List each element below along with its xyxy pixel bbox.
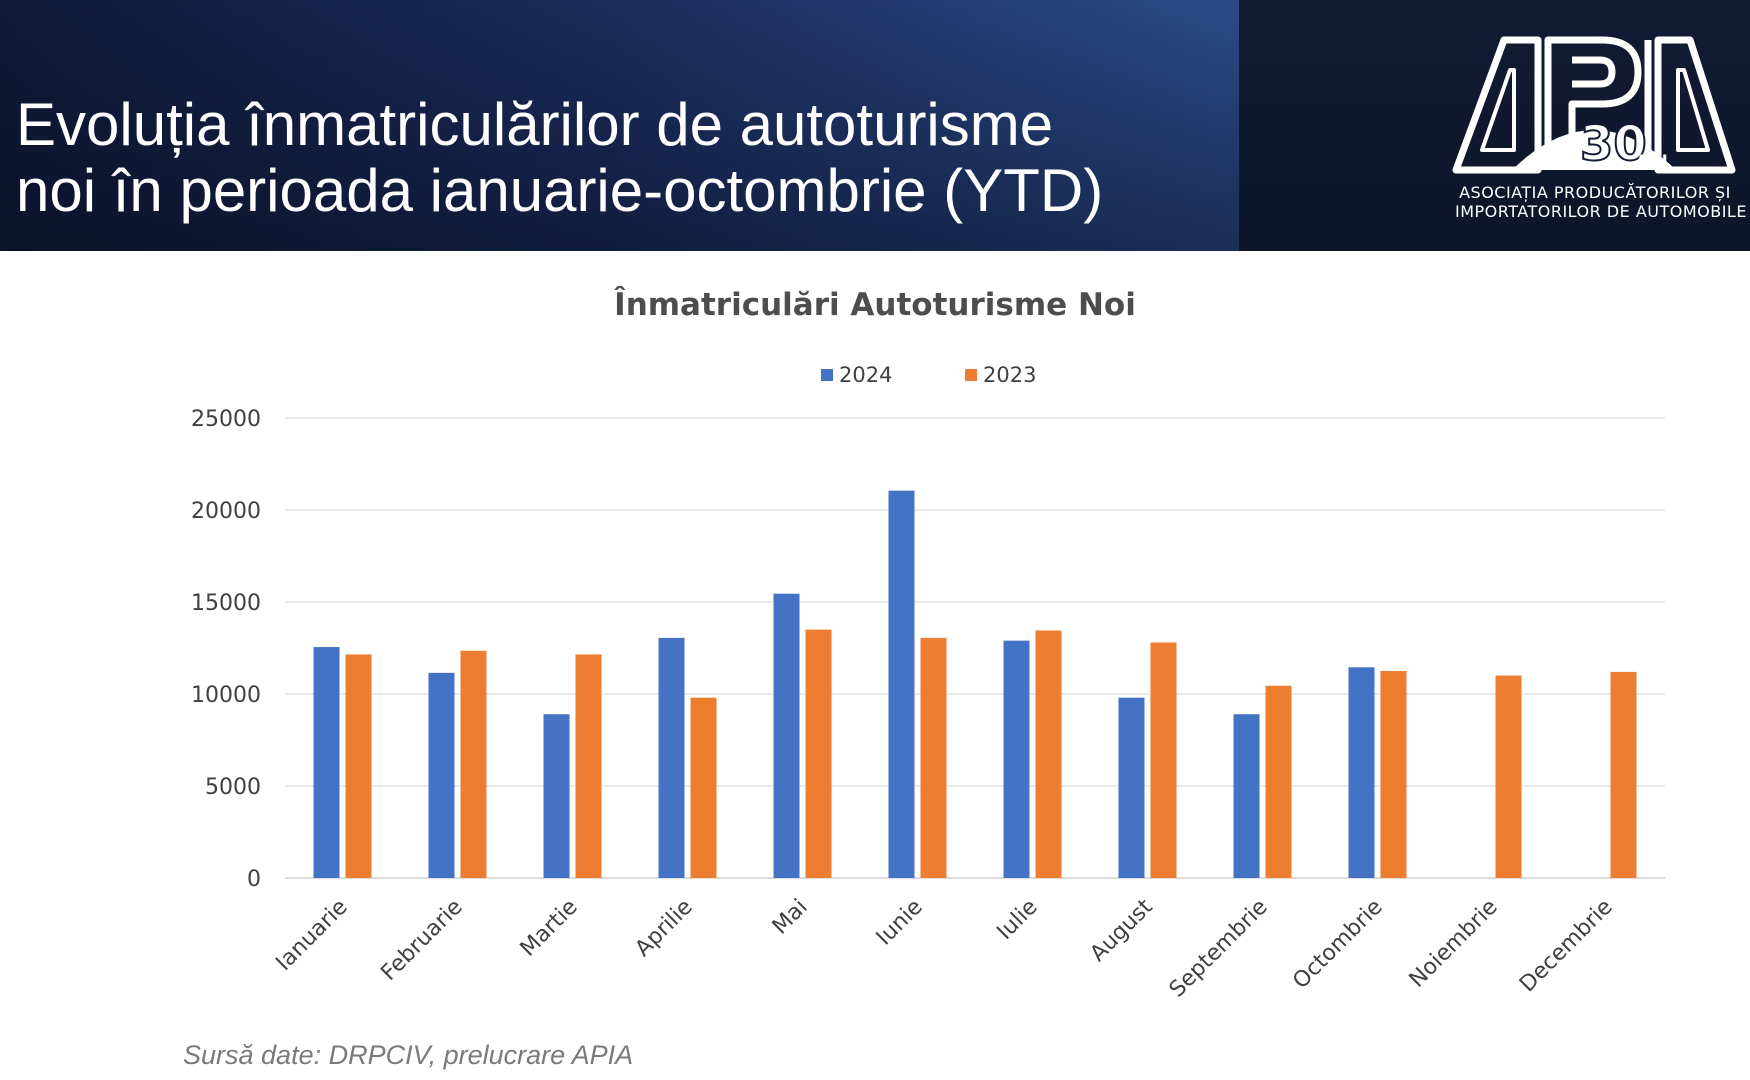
chart-gridlines	[285, 417, 1665, 879]
bar-2024-august	[1118, 697, 1145, 878]
x-tick-label: Aprilie	[631, 895, 698, 962]
x-tick-label: Mai	[768, 895, 813, 940]
bar-2024-martie	[543, 714, 570, 878]
bar-2023-noiembrie	[1495, 675, 1522, 878]
bar-2024-iulie	[1003, 640, 1030, 878]
bar-2023-octombrie	[1380, 671, 1407, 878]
bar-2024-aprilie	[658, 637, 685, 878]
bar-2024-februarie	[428, 672, 455, 878]
x-tick-label: Ianuarie	[271, 895, 352, 976]
x-tick-label: Februarie	[376, 895, 467, 986]
apia-logo-mark	[1452, 36, 1736, 174]
x-tick-label: Iulie	[992, 895, 1042, 945]
bar-chart: 0 5000 10000 15000 20000 25000 Ianuarie Februa…	[191, 363, 1665, 1003]
legend-label-2024: 2024	[839, 363, 892, 387]
x-tick-label: Octombrie	[1288, 895, 1387, 994]
bar-2023-iulie	[1035, 630, 1062, 878]
bar-2023-septembrie	[1265, 685, 1292, 878]
legend-swatch-2024	[821, 369, 833, 381]
logo-anniversary: 30	[1580, 116, 1647, 172]
bar-2023-iunie	[920, 637, 947, 878]
page-title-line-1: Evoluția înmatriculărilor de autoturisme	[16, 91, 1054, 159]
logo-subtitle-line-2: IMPORTATORILOR DE AUTOMOBILE	[1455, 202, 1747, 221]
bar-2023-martie	[575, 654, 602, 878]
page-title: Evoluția înmatriculărilor de autoturisme…	[16, 92, 1216, 224]
bar-2023-februarie	[460, 650, 487, 878]
x-tick-label: Iunie	[872, 895, 928, 951]
chart-title: Înmatriculări Autoturisme Noi	[614, 287, 1136, 323]
legend-label-2023: 2023	[983, 363, 1036, 387]
x-tick-label: Decembrie	[1515, 895, 1618, 998]
x-tick-label: Septembrie	[1165, 895, 1273, 1003]
y-tick-label: 5000	[205, 775, 261, 800]
x-tick-label: August	[1086, 894, 1158, 966]
logo-anniversary-unit: ANI	[1636, 151, 1668, 170]
bar-2024-mai	[773, 593, 800, 878]
bar-2024-octombrie	[1348, 667, 1375, 878]
y-tick-label: 15000	[191, 591, 261, 616]
source-note: Sursă date: DRPCIV, prelucrare APIA	[183, 1040, 634, 1070]
y-tick-label: 25000	[191, 407, 261, 432]
logo-subtitle-line-1: ASOCIAȚIA PRODUCĂTORILOR ȘI	[1459, 183, 1731, 202]
bar-2023-aprilie	[690, 697, 717, 878]
bar-2023-ianuarie	[345, 654, 372, 878]
y-tick-label: 20000	[191, 499, 261, 524]
chart-legend: 2024 2023	[821, 363, 1036, 387]
y-tick-label: 10000	[191, 683, 261, 708]
page-title-line-2: noi în perioada ianuarie-octombrie (YTD)	[16, 157, 1104, 225]
bar-2024-septembrie	[1233, 714, 1260, 878]
header-banner: Evoluția înmatriculărilor de autoturisme…	[0, 0, 1750, 251]
x-axis-ticks: Ianuarie Februarie Martie Aprilie Mai Iunie Iu…	[271, 894, 1617, 1002]
bar-2023-august	[1150, 642, 1177, 878]
y-tick-label: 0	[247, 867, 261, 892]
x-tick-label: Martie	[516, 895, 583, 962]
y-axis-ticks: 0 5000 10000 15000 20000 25000	[191, 407, 261, 892]
logo-arc	[1512, 130, 1676, 170]
bar-2024-ianuarie	[313, 647, 340, 878]
x-tick-label: Noiembrie	[1405, 895, 1503, 993]
bar-2023-decembrie	[1610, 671, 1637, 878]
bar-2023-mai	[805, 629, 832, 878]
legend-swatch-2023	[965, 369, 977, 381]
header-shade	[0, 0, 1240, 251]
chart-bars	[313, 490, 1637, 878]
bar-2024-iunie	[888, 490, 915, 878]
apia-logo: 30 ANI	[1452, 36, 1736, 174]
